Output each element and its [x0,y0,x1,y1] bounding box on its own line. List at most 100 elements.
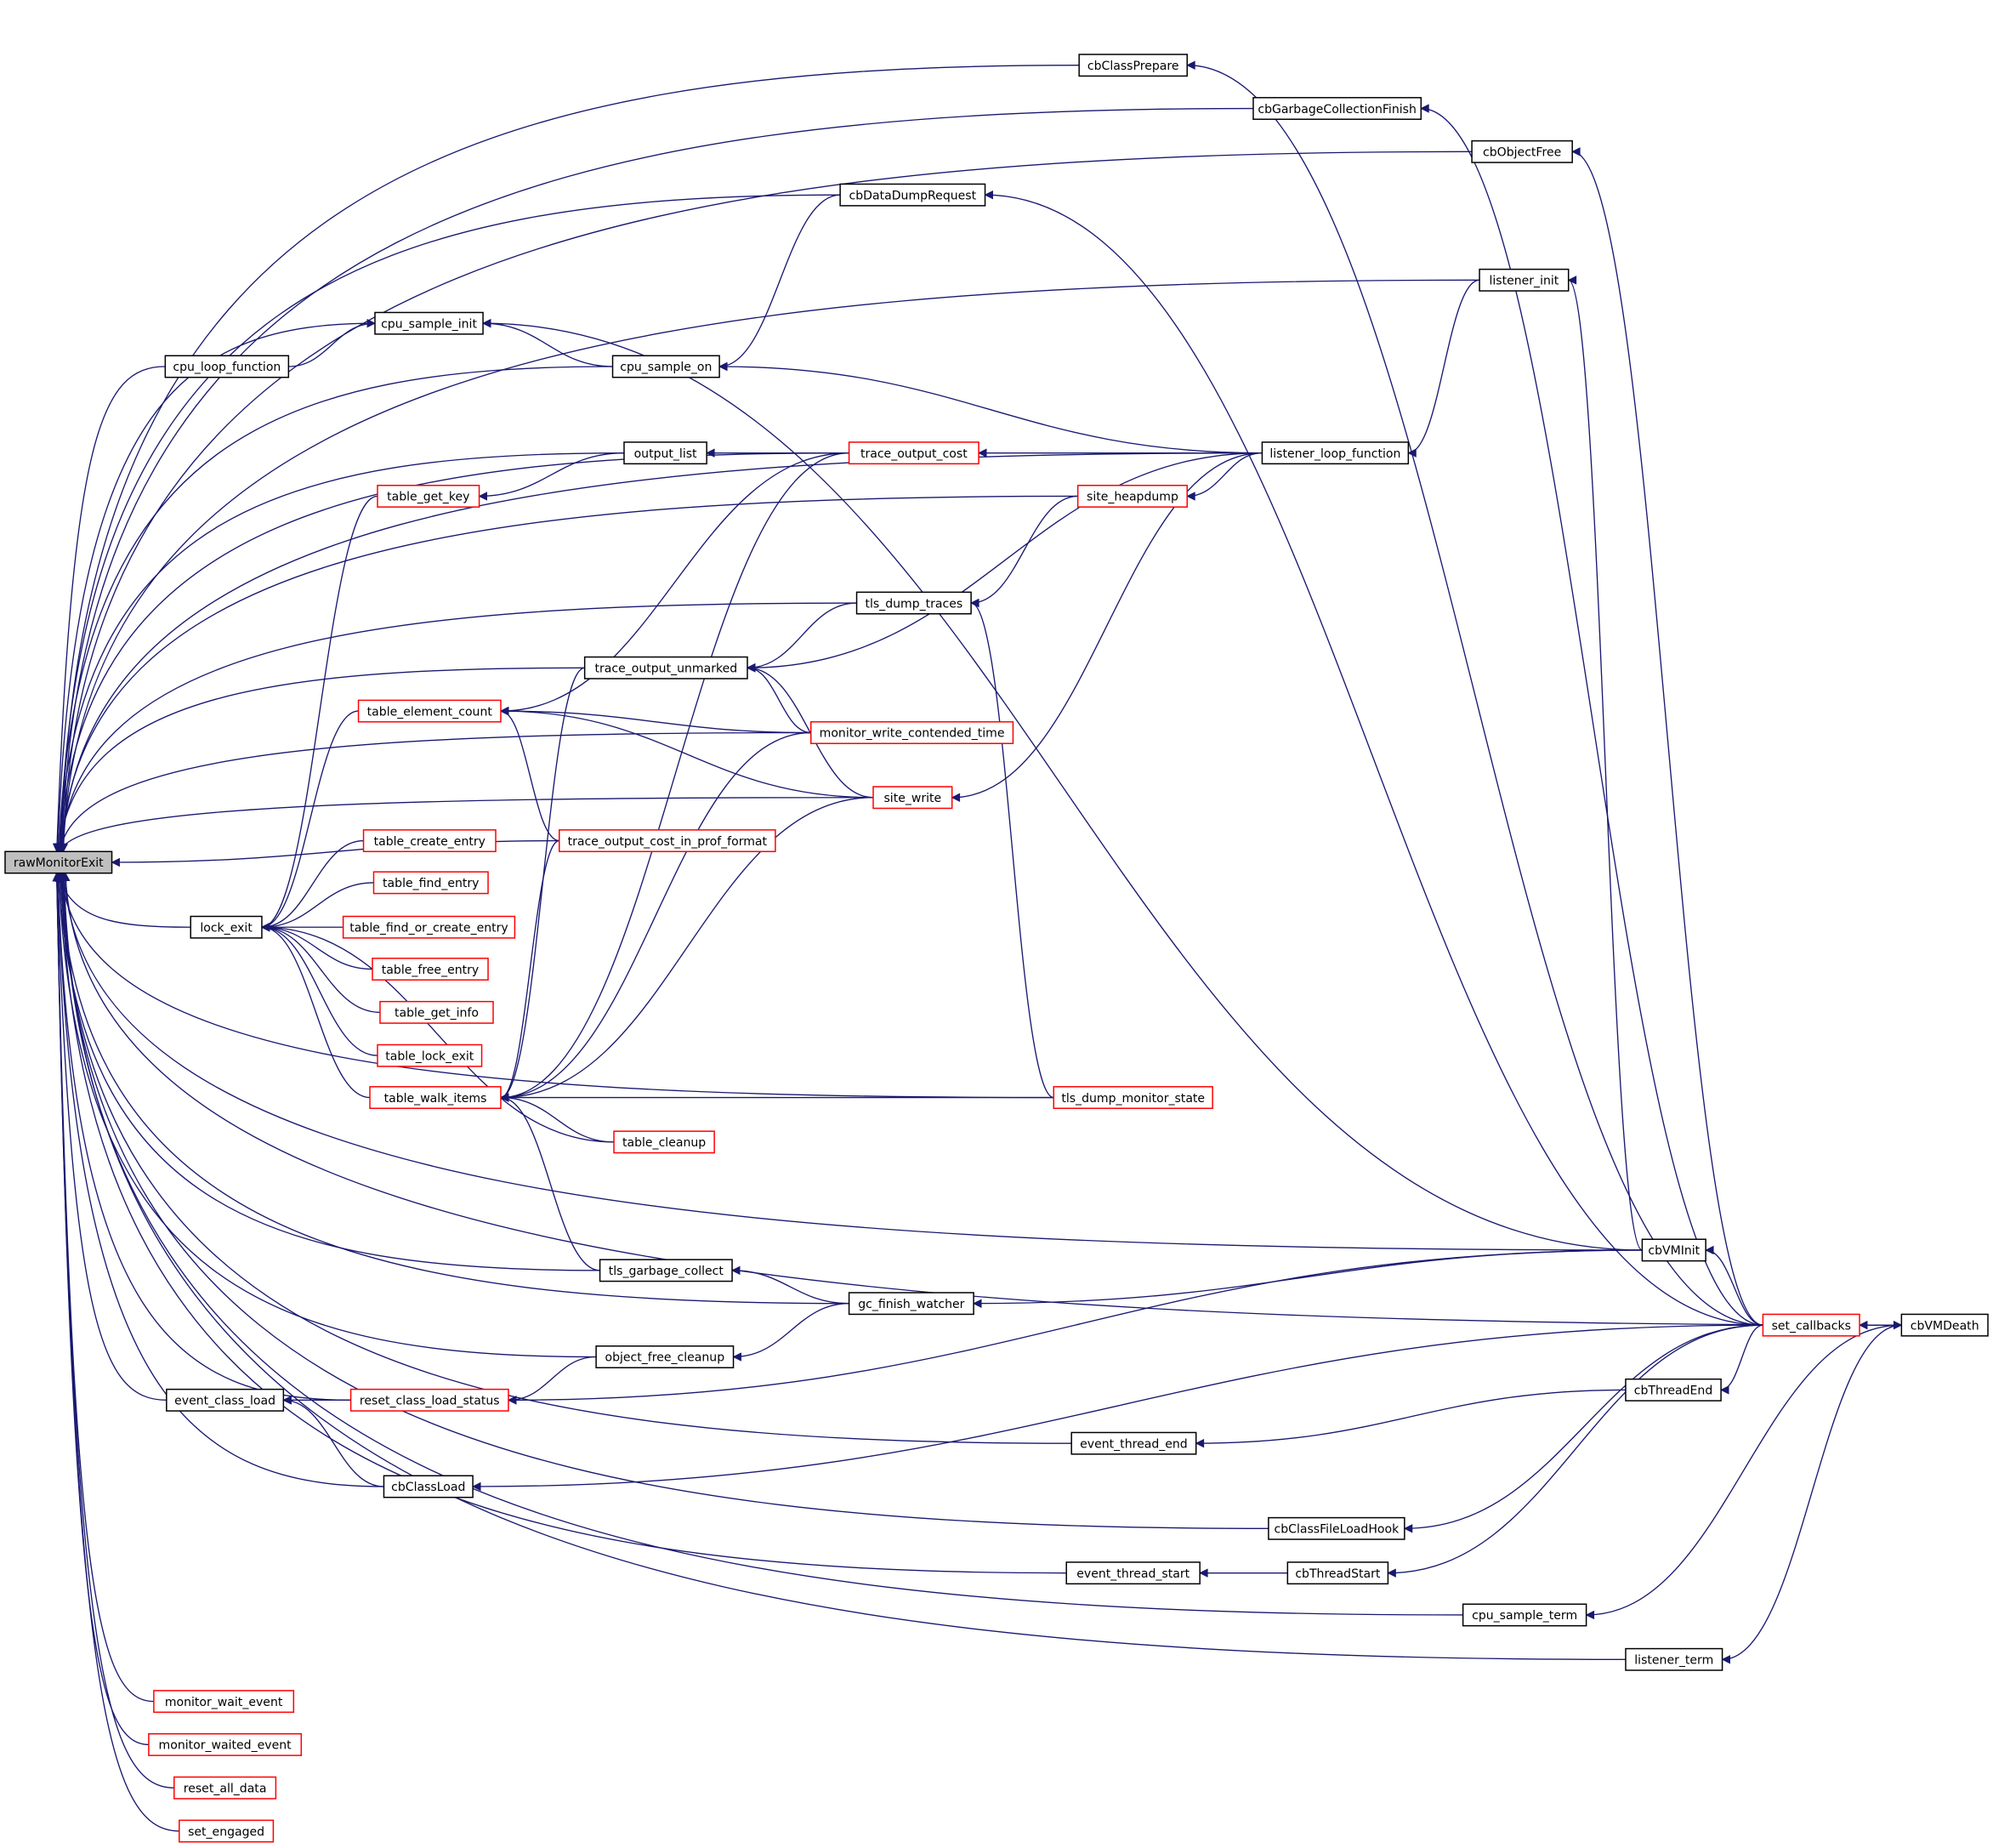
node-box[interactable] [559,829,776,853]
node-box[interactable] [4,850,113,874]
node-box[interactable] [1462,1603,1587,1627]
node-box[interactable] [173,1776,277,1800]
node-event-class-load[interactable]: event_class_load [166,1388,285,1412]
node-object-free-cleanup[interactable]: object_free_cleanup [595,1345,735,1368]
node-box[interactable] [179,1819,275,1843]
node-box[interactable] [369,1086,502,1110]
node-event-thread-start[interactable]: event_thread_start [1065,1561,1201,1585]
node-event-thread-end[interactable]: event_thread_end [1070,1431,1197,1455]
node-monitor-waited-event[interactable]: monitor_waited_event [148,1733,303,1756]
node-box[interactable] [1070,1431,1197,1455]
node-box[interactable] [1076,485,1188,508]
node-cb-data-dump-request[interactable]: cbDataDumpRequest [839,183,986,207]
node-box[interactable] [1065,1561,1201,1585]
node-cb-vminit[interactable]: cbVMInit [1641,1238,1706,1262]
node-trace-output-unmarked[interactable]: trace_output_unmarked [583,656,748,679]
node-site-heapdump[interactable]: site_heapdump [1076,485,1188,508]
node-table-create-entry[interactable]: table_create_entry [362,829,497,853]
node-box[interactable] [848,1292,974,1316]
node-cpu-sample-on[interactable]: cpu_sample_on [611,355,720,378]
node-box[interactable] [357,699,502,723]
node-box[interactable] [1641,1238,1706,1262]
node-monitor-write-contended-time[interactable]: monitor_write_contended_time [809,721,1014,744]
node-box[interactable] [599,1259,733,1282]
node-cb-object-free[interactable]: cbObjectFree [1471,139,1573,163]
node-box[interactable] [377,485,480,508]
node-listener-term[interactable]: listener_term [1625,1647,1723,1671]
node-table-find-or-create-entry[interactable]: table_find_or_create_entry [342,915,516,939]
node-table-walk-items[interactable]: table_walk_items [369,1086,502,1110]
node-cpu-sample-init[interactable]: cpu_sample_init [374,311,484,335]
node-tls-dump-traces[interactable]: tls_dump_traces [855,591,972,615]
node-box[interactable] [148,1733,303,1756]
node-table-element-count[interactable]: table_element_count [357,699,502,723]
node-cb-class-prepare[interactable]: cbClassPrepare [1078,54,1188,77]
node-box[interactable] [377,1043,483,1067]
node-box[interactable] [848,441,979,465]
node-cb-garbage-collection-finish[interactable]: cbGarbageCollectionFinish [1252,97,1422,120]
node-cb-class-file-load-hook[interactable]: cbClassFileLoadHook [1268,1516,1405,1540]
node-set-engaged[interactable]: set_engaged [179,1819,275,1843]
node-box[interactable] [383,1475,474,1498]
node-box[interactable] [166,1388,285,1412]
node-box[interactable] [374,311,484,335]
node-trace-output-cost-in-prof-format[interactable]: trace_output_cost_in_prof_format [559,829,776,853]
node-box[interactable] [153,1690,295,1714]
node-table-get-key[interactable]: table_get_key [377,485,480,508]
node-tls-garbage-collect[interactable]: tls_garbage_collect [599,1259,733,1282]
node-monitor-wait-event[interactable]: monitor_wait_event [153,1690,295,1714]
node-box[interactable] [613,1130,715,1154]
node-box[interactable] [1286,1561,1389,1585]
node-cb-thread-start[interactable]: cbThreadStart [1286,1561,1389,1585]
node-box[interactable] [1900,1313,1989,1337]
node-cb-vmdeath[interactable]: cbVMDeath [1900,1313,1989,1337]
node-box[interactable] [1762,1313,1860,1337]
node-cpu-sample-term[interactable]: cpu_sample_term [1462,1603,1587,1627]
node-table-free-entry[interactable]: table_free_entry [372,958,489,981]
node-listener-loop-function[interactable]: listener_loop_function [1261,441,1410,465]
node-box[interactable] [1625,1647,1723,1671]
node-lock-exit[interactable]: lock_exit [190,915,263,939]
node-cb-thread-end[interactable]: cbThreadEnd [1625,1378,1722,1402]
node-box[interactable] [342,915,516,939]
node-table-lock-exit[interactable]: table_lock_exit [377,1043,483,1067]
node-box[interactable] [1252,97,1422,120]
node-table-find-entry[interactable]: table_find_entry [372,871,489,895]
node-raw-monitor-exit[interactable]: rawMonitorExit [4,850,113,874]
node-table-get-info[interactable]: table_get_info [379,1000,494,1024]
node-box[interactable] [611,355,720,378]
node-box[interactable] [164,355,290,378]
node-box[interactable] [855,591,972,615]
node-output-list[interactable]: output_list [623,441,707,465]
node-table-cleanup[interactable]: table_cleanup [613,1130,715,1154]
node-box[interactable] [372,958,489,981]
node-gc-finish-watcher[interactable]: gc_finish_watcher [848,1292,974,1316]
node-reset-all-data[interactable]: reset_all_data [173,1776,277,1800]
node-box[interactable] [623,441,707,465]
node-box[interactable] [1261,441,1410,465]
node-box[interactable] [583,656,748,679]
node-box[interactable] [872,786,953,810]
node-listener-init[interactable]: listener_init [1479,268,1570,292]
node-box[interactable] [349,1388,509,1412]
node-box[interactable] [809,721,1014,744]
node-box[interactable] [190,915,263,939]
node-tls-dump-monitor-state[interactable]: tls_dump_monitor_state [1053,1086,1213,1110]
node-box[interactable] [379,1000,494,1024]
node-box[interactable] [1053,1086,1213,1110]
node-box[interactable] [1078,54,1188,77]
node-trace-output-cost[interactable]: trace_output_cost [848,441,979,465]
node-box[interactable] [1268,1516,1405,1540]
node-set-callbacks[interactable]: set_callbacks [1762,1313,1860,1337]
node-box[interactable] [1625,1378,1722,1402]
node-box[interactable] [372,871,489,895]
node-cb-class-load[interactable]: cbClassLoad [383,1475,474,1498]
node-box[interactable] [1479,268,1570,292]
node-cpu-loop-function[interactable]: cpu_loop_function [164,355,290,378]
node-box[interactable] [362,829,497,853]
node-box[interactable] [1471,139,1573,163]
node-box[interactable] [595,1345,735,1368]
node-box[interactable] [839,183,986,207]
node-site-write[interactable]: site_write [872,786,953,810]
node-reset-class-load-status[interactable]: reset_class_load_status [349,1388,509,1412]
